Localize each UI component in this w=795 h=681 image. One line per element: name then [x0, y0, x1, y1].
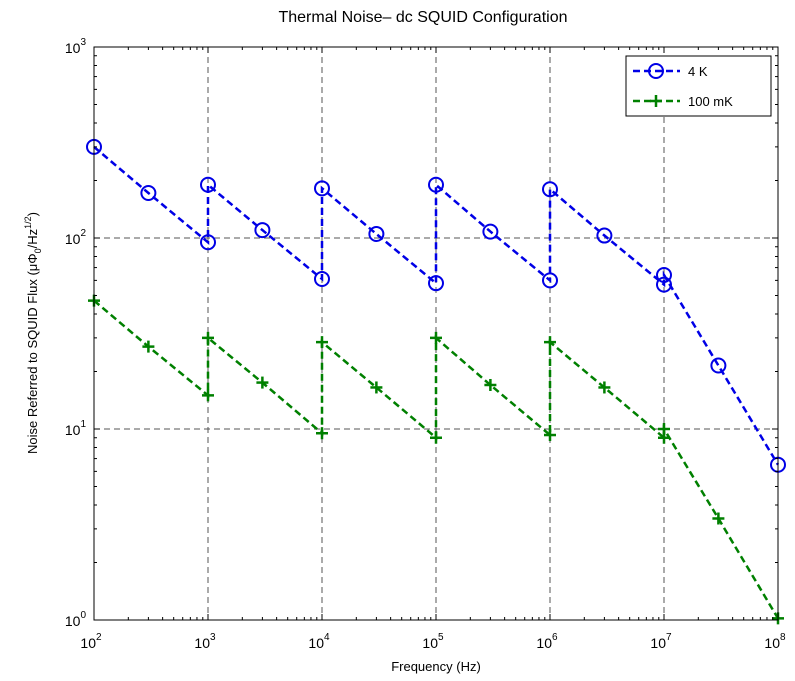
- x-tick-label-exponent: 4: [324, 632, 330, 643]
- x-tick-label: 104: [308, 632, 330, 651]
- data-point: [202, 389, 214, 402]
- x-tick-label-exponent: 3: [210, 632, 216, 643]
- x-axis-label: Frequency (Hz): [391, 659, 481, 674]
- x-tick-label-base: 10: [536, 635, 552, 651]
- legend-entry: 4 K: [633, 63, 708, 79]
- x-tick-label: 105: [422, 632, 444, 651]
- x-tick-label-exponent: 6: [552, 632, 558, 643]
- data-point: [482, 223, 499, 240]
- y-tick-label: 103: [65, 37, 87, 56]
- data-point: [428, 176, 444, 193]
- legend-label: 100 mK: [688, 94, 733, 109]
- y-tick-label: 101: [65, 419, 87, 438]
- data-point: [544, 336, 556, 349]
- tick-marks: [93, 46, 779, 621]
- data-point: [710, 357, 727, 374]
- y-axis-label-mid: /Hz: [25, 229, 40, 249]
- x-tick-label-base: 10: [650, 635, 666, 651]
- x-tick-label: 103: [194, 632, 216, 651]
- data-point: [430, 331, 442, 344]
- data-point: [596, 227, 613, 244]
- x-tick-label: 106: [536, 632, 558, 651]
- data-point: [544, 429, 556, 442]
- data-point: [598, 381, 611, 394]
- y-tick-label-base: 10: [65, 231, 81, 247]
- y-tick-label-exponent: 0: [80, 610, 86, 621]
- data-point: [430, 431, 442, 444]
- data-point: [428, 275, 444, 292]
- y-tick-label: 100: [65, 610, 87, 629]
- data-point: [140, 185, 157, 202]
- y-axis-label-superscript: 1/2: [23, 216, 33, 229]
- data-point: [484, 378, 497, 391]
- y-axis-label: Noise Referred to SQUID Flux (μΦ0/Hz1/2): [23, 212, 43, 454]
- x-tick-label-base: 10: [308, 635, 324, 651]
- y-tick-label: 102: [65, 228, 87, 247]
- series-b: [88, 294, 784, 625]
- series-a: [86, 138, 786, 473]
- x-tick-label-exponent: 7: [666, 632, 672, 643]
- legend-marker: [648, 63, 664, 79]
- data-point: [316, 427, 328, 440]
- legend-label: 4 K: [688, 64, 708, 79]
- y-tick-label-base: 10: [65, 40, 81, 56]
- y-tick-label-exponent: 3: [80, 37, 86, 48]
- data-point: [368, 225, 385, 242]
- data-point: [254, 222, 271, 239]
- data-point: [542, 272, 558, 289]
- legend-marker: [650, 95, 662, 107]
- data-point: [656, 276, 672, 293]
- y-tick-label-base: 10: [65, 422, 81, 438]
- x-tick-label-base: 10: [764, 635, 780, 651]
- chart-title: Thermal Noise– dc SQUID Configuration: [278, 9, 567, 26]
- data-point: [256, 376, 269, 389]
- y-axis-label-prefix: Noise Referred to SQUID Flux (μΦ: [25, 253, 40, 454]
- data-point: [142, 340, 155, 353]
- legend-entry: 100 mK: [633, 94, 733, 109]
- data-point: [314, 180, 330, 197]
- data-point: [370, 381, 383, 394]
- x-tick-label-exponent: 2: [96, 632, 102, 643]
- data-point: [314, 271, 330, 288]
- data-point: [712, 512, 725, 525]
- data-point: [658, 423, 670, 435]
- data-point: [200, 176, 216, 193]
- y-tick-label-base: 10: [65, 613, 81, 629]
- x-tick-label-base: 10: [194, 635, 210, 651]
- x-tick-label-base: 10: [80, 635, 96, 651]
- y-axis-label-suffix: ): [25, 212, 40, 216]
- data-point: [316, 336, 328, 349]
- legend-entries: 4 K 100 mK: [633, 63, 733, 109]
- x-tick-label: 102: [80, 632, 102, 651]
- x-tick-label: 107: [650, 632, 672, 651]
- y-axis-label-subscript: 0: [33, 248, 43, 253]
- x-tick-label-base: 10: [422, 635, 438, 651]
- y-tick-label-exponent: 1: [80, 419, 86, 430]
- data-point: [656, 267, 672, 284]
- x-tick-labels: 102 103 104 105 106 107 108: [80, 632, 786, 651]
- x-tick-label-exponent: 8: [780, 632, 786, 643]
- legend: 4 K 100 mK: [625, 55, 772, 117]
- x-tick-label: 108: [764, 632, 786, 651]
- y-tick-label-exponent: 2: [80, 228, 86, 239]
- x-tick-label-exponent: 5: [438, 632, 444, 643]
- data-point: [542, 181, 558, 198]
- series-layer: [86, 138, 786, 625]
- data-point: [202, 331, 214, 344]
- data-point: [200, 234, 216, 251]
